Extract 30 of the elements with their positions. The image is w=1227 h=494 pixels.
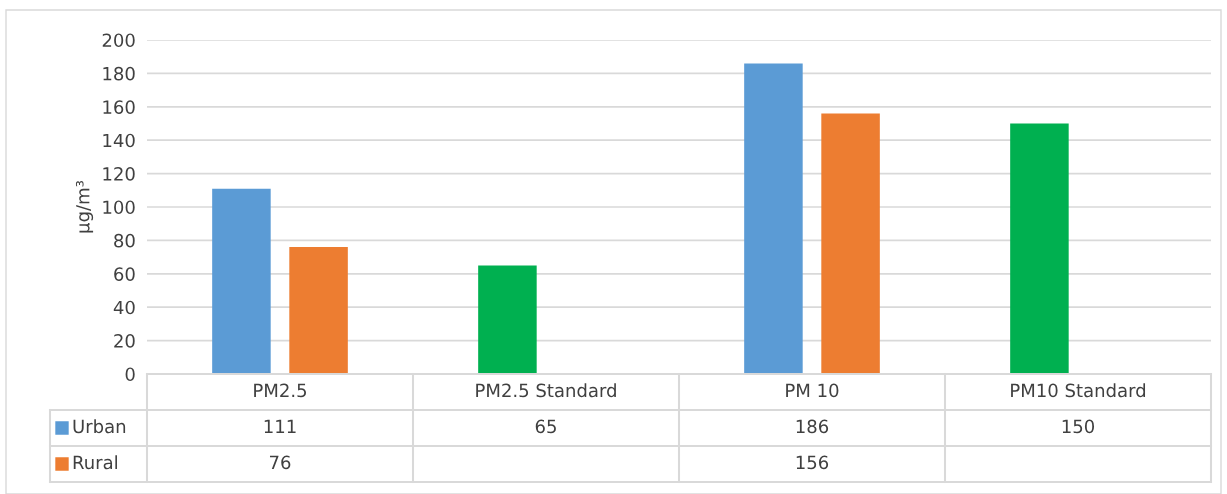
- bar: [212, 188, 271, 374]
- data-label: 111: [264, 419, 296, 433]
- y-tick-label: 100: [103, 200, 135, 215]
- y-tick-label: 140: [103, 133, 135, 148]
- y-tick-label: 0: [125, 367, 135, 382]
- bar: [744, 63, 803, 374]
- x-tick-label: PM2.5 Standard: [476, 383, 616, 398]
- x-tick-label: PM2.5: [254, 383, 307, 398]
- y-tick-label: 60: [114, 267, 135, 281]
- legend-label: Rural: [73, 455, 117, 470]
- y-tick-label: 80: [114, 233, 135, 248]
- y-tick-label: 40: [113, 300, 135, 315]
- data-label: 76: [269, 455, 291, 470]
- data-label: 150: [1062, 419, 1095, 434]
- bar: [821, 113, 880, 374]
- data-label: 186: [796, 419, 829, 434]
- y-tick-label: 20: [114, 334, 135, 348]
- legend-label: Urban: [73, 419, 126, 434]
- y-axis-title: µg/m³: [75, 180, 94, 233]
- y-tick-label: 160: [103, 100, 135, 114]
- data-label: 156: [796, 455, 829, 470]
- x-tick-label: PM10 Standard: [1011, 383, 1146, 398]
- data-label: 65: [535, 419, 556, 434]
- bar: [1010, 123, 1069, 374]
- y-tick-label: 180: [103, 66, 135, 81]
- bar: [289, 247, 348, 374]
- y-tick-label: 120: [103, 167, 135, 181]
- bar: [478, 265, 537, 374]
- y-tick-label: 200: [102, 33, 135, 48]
- x-tick-label: PM 10: [786, 383, 839, 398]
